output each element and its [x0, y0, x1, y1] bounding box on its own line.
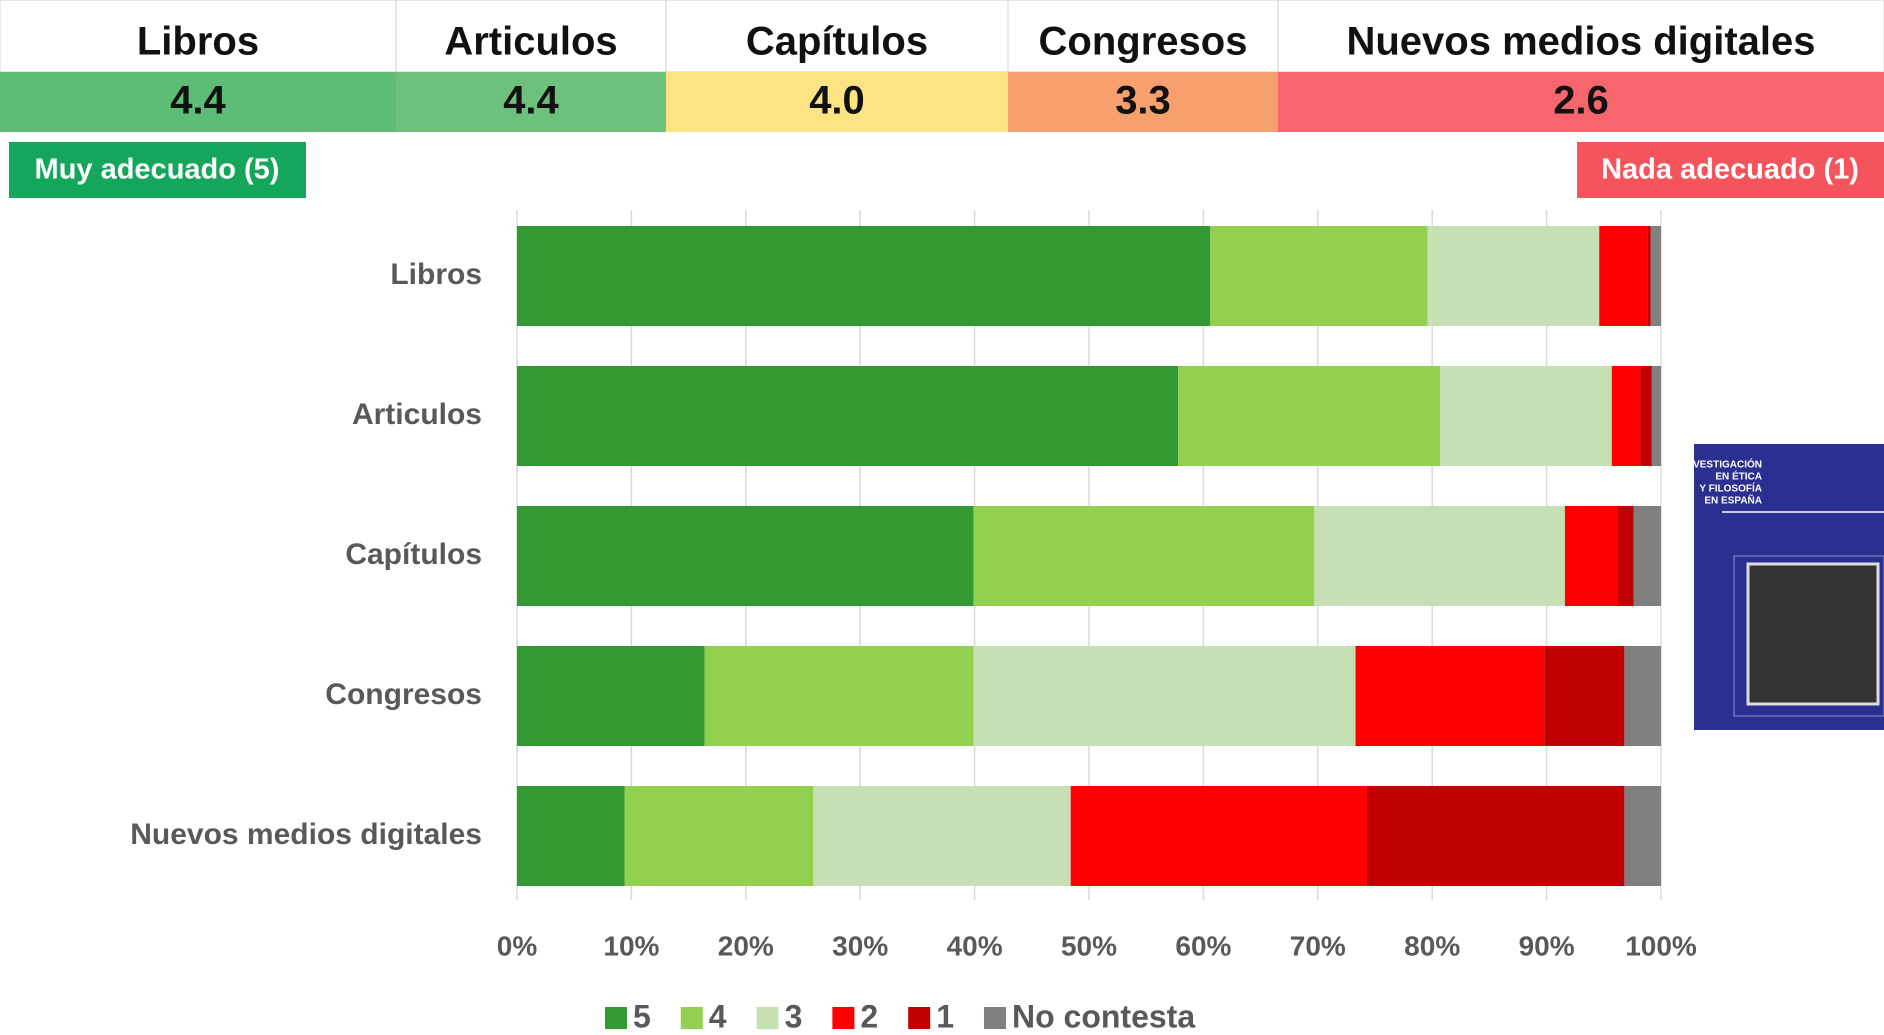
score-label: 4.4: [503, 79, 559, 123]
low-label-box: [1577, 142, 1884, 198]
x-tick-label: 40%: [947, 930, 1003, 961]
bar-segment: [1544, 646, 1625, 746]
bar-segment: [1617, 506, 1634, 606]
x-tick-label: 100%: [1625, 930, 1697, 961]
bar-segment: [517, 366, 1179, 466]
legend-swatch: [756, 1007, 779, 1029]
bar-segment: [1366, 786, 1625, 886]
y-tick-label: Congresos: [325, 678, 482, 711]
header-label: Congresos: [1039, 20, 1248, 64]
cover-photo: [1746, 562, 1880, 706]
header-label: Nuevos medios digitales: [1346, 20, 1815, 64]
high-label-box: [9, 142, 306, 198]
x-tick-label: 50%: [1061, 930, 1117, 961]
x-tick-label: 20%: [718, 930, 774, 961]
x-tick-label: 90%: [1519, 930, 1575, 961]
x-tick-label: 70%: [1290, 930, 1346, 961]
header-cell: [665, 0, 1009, 73]
bar-segment: [1624, 786, 1661, 886]
bar-segment: [517, 506, 974, 606]
score-label: 4.4: [170, 79, 226, 123]
header-cell: [1007, 0, 1279, 73]
legend-swatch: [832, 1007, 855, 1029]
cover-title: INVESTIGACIÓN: [1683, 458, 1762, 471]
bar-segment: [1633, 506, 1661, 606]
bar-segment: [624, 786, 814, 886]
score-cell: [396, 72, 666, 132]
legend-swatch: [605, 1007, 627, 1029]
low-label: Nada adecuado (1): [1601, 154, 1859, 186]
bar-segment: [517, 646, 705, 746]
bar-segment: [1650, 226, 1661, 326]
bar-segment: [1564, 506, 1618, 606]
x-tick-label: 80%: [1404, 930, 1460, 961]
bar-segment: [1070, 786, 1367, 886]
cover-title: EN ÉTICA: [1715, 470, 1762, 483]
cover-title: Y FILOSOFÍA: [1699, 482, 1762, 495]
y-tick-label: Articulos: [352, 398, 482, 431]
legend-swatch: [908, 1007, 931, 1029]
bar-segment: [704, 646, 974, 746]
x-tick-label: 10%: [603, 930, 659, 961]
score-label: 3.3: [1115, 79, 1171, 123]
x-tick-label: 60%: [1175, 930, 1231, 961]
score-cell: [666, 72, 1008, 132]
bar-segment: [1647, 226, 1651, 326]
y-tick-label: Nuevos medios digitales: [130, 818, 482, 851]
score-cell: [1278, 72, 1884, 132]
score-label: 4.0: [809, 79, 865, 123]
legend-label: No contesta: [1012, 998, 1195, 1034]
header-cell: [1277, 0, 1884, 73]
bar-segment: [973, 506, 1315, 606]
cover-logos: [1694, 736, 1884, 758]
legend-label: 2: [860, 998, 878, 1034]
header-label: Libros: [137, 20, 259, 64]
bar-segment: [1355, 646, 1545, 746]
bar-segment: [813, 786, 1071, 886]
header-cell: [0, 0, 397, 73]
bar-segment: [517, 226, 1211, 326]
bar-segment: [1611, 366, 1641, 466]
high-label: Muy adecuado (5): [35, 154, 280, 186]
bar-segment: [1210, 226, 1428, 326]
y-tick-label: Libros: [390, 258, 482, 291]
legend-label: 1: [936, 998, 954, 1034]
header-label: Capítulos: [746, 20, 928, 64]
bar-segment: [1640, 366, 1652, 466]
score-label: 2.6: [1553, 79, 1609, 123]
legend-label: 3: [785, 998, 803, 1034]
legend-swatch: [680, 1007, 703, 1029]
bar-segment: [1624, 646, 1661, 746]
bar-segment: [1651, 366, 1661, 466]
y-tick-label: Capítulos: [345, 538, 482, 571]
cover-frame: [1733, 555, 1884, 717]
x-tick-label: 0%: [497, 930, 538, 961]
score-cell: [0, 72, 396, 132]
score-cell: [1008, 72, 1278, 132]
bar-segment: [1440, 366, 1612, 466]
legend-swatch: [983, 1007, 1006, 1029]
cover-title: EN ESPAÑA: [1704, 494, 1762, 507]
x-tick-label: 30%: [832, 930, 888, 961]
bar-segment: [517, 786, 625, 886]
legend-label: 5: [633, 998, 651, 1034]
bar-segment: [1314, 506, 1565, 606]
bar-segment: [1178, 366, 1441, 466]
header-label: Articulos: [444, 20, 617, 64]
bar-segment: [1427, 226, 1600, 326]
bar-segment: [1599, 226, 1648, 326]
header-cell: [395, 0, 667, 73]
bar-segment: [973, 646, 1356, 746]
legend-label: 4: [709, 998, 727, 1034]
